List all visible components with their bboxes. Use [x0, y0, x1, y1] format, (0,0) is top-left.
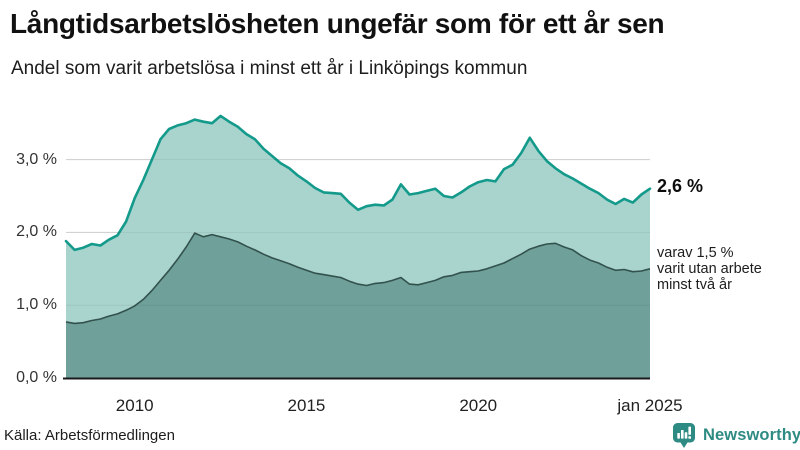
- newsworthy-logo[interactable]: Newsworthy: [672, 421, 800, 449]
- two-year-note: varav 1,5 % varit utan arbete minst två …: [657, 245, 762, 293]
- x-tick-label: 2020: [459, 396, 498, 415]
- y-tick-label: 1,0 %: [16, 296, 57, 314]
- chart-subtitle: Andel som varit arbetslösa i minst ett å…: [11, 58, 528, 79]
- y-tick-label: 3,0 %: [16, 150, 57, 168]
- latest-value-label: 2,6 %: [657, 176, 704, 196]
- y-tick-label: 0,0 %: [16, 369, 57, 386]
- x-tick-label: 2010: [115, 396, 154, 415]
- page-title: Långtidsarbetslösheten ungefär som för e…: [10, 8, 665, 39]
- x-tick-label: 2015: [287, 396, 326, 415]
- y-tick-label: 2,0 %: [16, 223, 57, 241]
- brand-name: Newsworthy: [703, 425, 800, 444]
- source-note: Källa: Arbetsförmedlingen: [4, 427, 175, 444]
- newsworthy-chart-bubble-icon: [672, 422, 696, 449]
- x-tick-label: jan 2025: [617, 396, 683, 415]
